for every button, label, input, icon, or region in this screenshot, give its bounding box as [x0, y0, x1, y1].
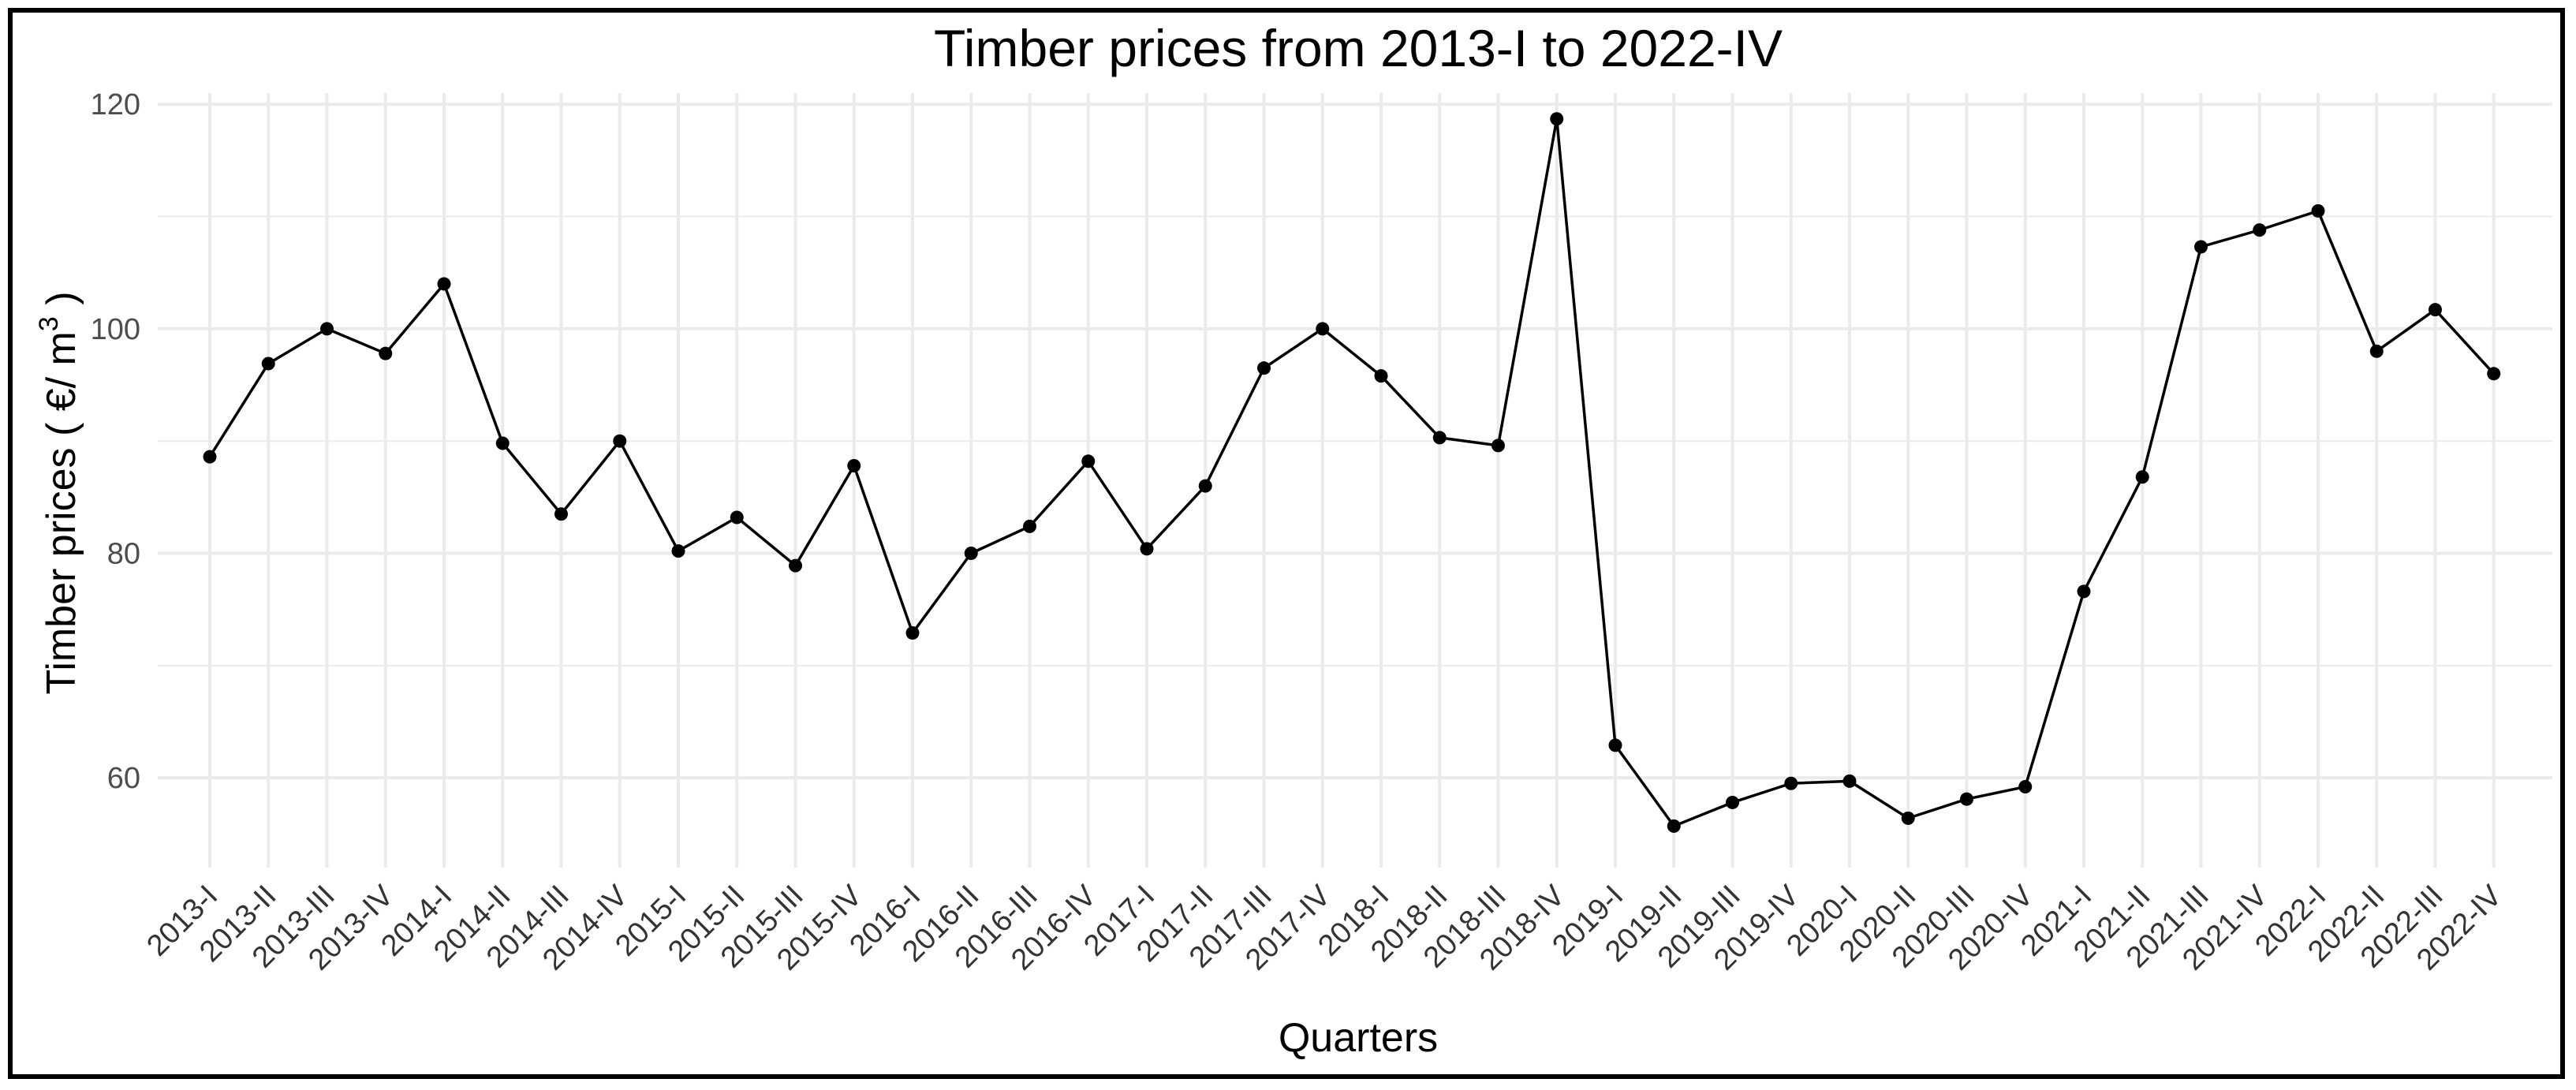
y-axis-title-superscript: 3 — [34, 316, 64, 331]
y-tick-label: 120 — [91, 88, 140, 121]
data-point — [2311, 203, 2325, 218]
grid-lines — [158, 93, 2552, 868]
data-point — [671, 544, 685, 558]
data-point — [789, 558, 802, 573]
y-axis-ticks: 60 80 100 120 — [91, 88, 140, 795]
data-point — [1374, 369, 1388, 383]
data-point — [2135, 470, 2149, 484]
data-point — [730, 510, 744, 524]
y-axis-title-main: Timber prices ( €/ m — [39, 331, 84, 694]
data-point — [1316, 322, 1330, 336]
data-point — [1081, 454, 1096, 468]
data-point — [1491, 439, 1505, 453]
y-axis-title: Timber prices ( €/ m3 ) — [34, 291, 84, 694]
data-point — [1667, 819, 1681, 833]
data-point — [1023, 519, 1036, 533]
y-tick-label: 100 — [91, 313, 140, 346]
data-point — [1550, 112, 1564, 126]
x-axis-ticks: 2013-I2013-II2013-III2013-IV2014-I2014-I… — [140, 879, 2508, 976]
x-axis-title: Quarters — [1279, 1015, 1438, 1061]
data-point — [2429, 303, 2442, 317]
data-point — [261, 356, 275, 371]
data-point — [379, 346, 393, 360]
data-point — [847, 458, 861, 472]
y-tick-label: 60 — [107, 762, 140, 795]
data-point — [495, 436, 510, 450]
y-tick-label: 80 — [107, 538, 140, 571]
data-point — [2194, 240, 2208, 254]
data-point — [2077, 584, 2091, 599]
data-point — [1726, 795, 1739, 809]
chart-frame — [8, 8, 2565, 1079]
data-point — [437, 277, 451, 291]
data-point — [2253, 223, 2267, 237]
data-point — [1140, 542, 1154, 556]
data-point — [2369, 344, 2384, 358]
data-point — [320, 322, 334, 336]
data-point — [1257, 361, 1271, 375]
data-point — [2018, 780, 2033, 794]
data-point — [1960, 792, 1973, 806]
chart-title: Timber prices from 2013-I to 2022-IV — [934, 19, 1783, 77]
data-point — [1608, 738, 1622, 752]
data-point — [554, 507, 568, 521]
y-axis-title-end: ) — [39, 291, 84, 316]
series-line — [208, 117, 2496, 828]
data-point — [203, 450, 217, 464]
data-point — [1842, 774, 1857, 788]
data-point — [964, 547, 978, 561]
data-point — [905, 626, 920, 640]
series-timber-prices — [203, 112, 2501, 833]
data-point — [1432, 431, 1447, 445]
data-point — [1198, 479, 1212, 493]
data-point — [2487, 367, 2501, 381]
data-point — [613, 434, 627, 448]
data-point — [1784, 776, 1798, 790]
data-point — [1901, 811, 1915, 825]
